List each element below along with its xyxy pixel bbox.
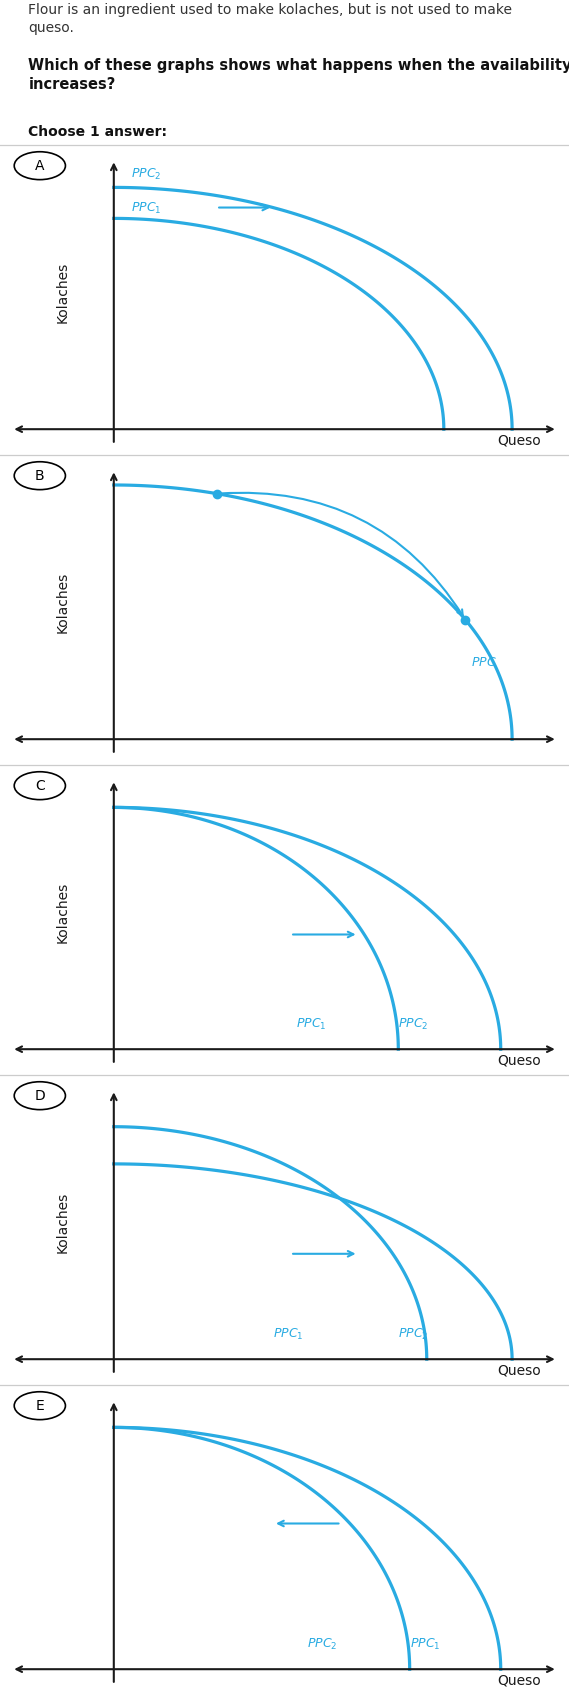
Text: Kolaches: Kolaches <box>56 263 69 324</box>
Text: $PPC_1$: $PPC_1$ <box>131 202 162 217</box>
Text: D: D <box>35 1089 45 1103</box>
Text: $PPC_1$: $PPC_1$ <box>296 1016 327 1032</box>
Circle shape <box>14 772 65 800</box>
Text: $PPC_1$: $PPC_1$ <box>273 1326 304 1342</box>
Text: $PPC_1$: $PPC_1$ <box>410 1636 440 1652</box>
Text: $PPC_2$: $PPC_2$ <box>398 1326 428 1342</box>
Text: Queso: Queso <box>497 1364 541 1377</box>
Text: $PPC_2$: $PPC_2$ <box>307 1636 337 1652</box>
Text: B: B <box>35 469 44 483</box>
Text: $PPC$: $PPC$ <box>471 656 497 669</box>
Text: Queso: Queso <box>497 1674 541 1687</box>
Circle shape <box>14 1392 65 1420</box>
Text: Kolaches: Kolaches <box>56 573 69 634</box>
Text: Kolaches: Kolaches <box>56 883 69 944</box>
Text: Choose 1 answer:: Choose 1 answer: <box>28 125 167 139</box>
Text: $PPC_2$: $PPC_2$ <box>398 1016 428 1032</box>
Text: Queso: Queso <box>497 1054 541 1067</box>
Text: Queso: Queso <box>497 434 541 447</box>
Circle shape <box>14 1082 65 1110</box>
Circle shape <box>14 152 65 180</box>
Text: E: E <box>35 1399 44 1413</box>
Text: A: A <box>35 159 44 173</box>
Circle shape <box>14 462 65 490</box>
Text: Which of these graphs shows what happens when the availability of flour
increase: Which of these graphs shows what happens… <box>28 58 569 93</box>
Text: $PPC_2$: $PPC_2$ <box>131 168 161 183</box>
Text: C: C <box>35 779 45 793</box>
Text: Kolaches: Kolaches <box>56 1193 69 1254</box>
Text: Flour is an ingredient used to make kolaches, but is not used to make
queso.: Flour is an ingredient used to make kola… <box>28 3 513 36</box>
